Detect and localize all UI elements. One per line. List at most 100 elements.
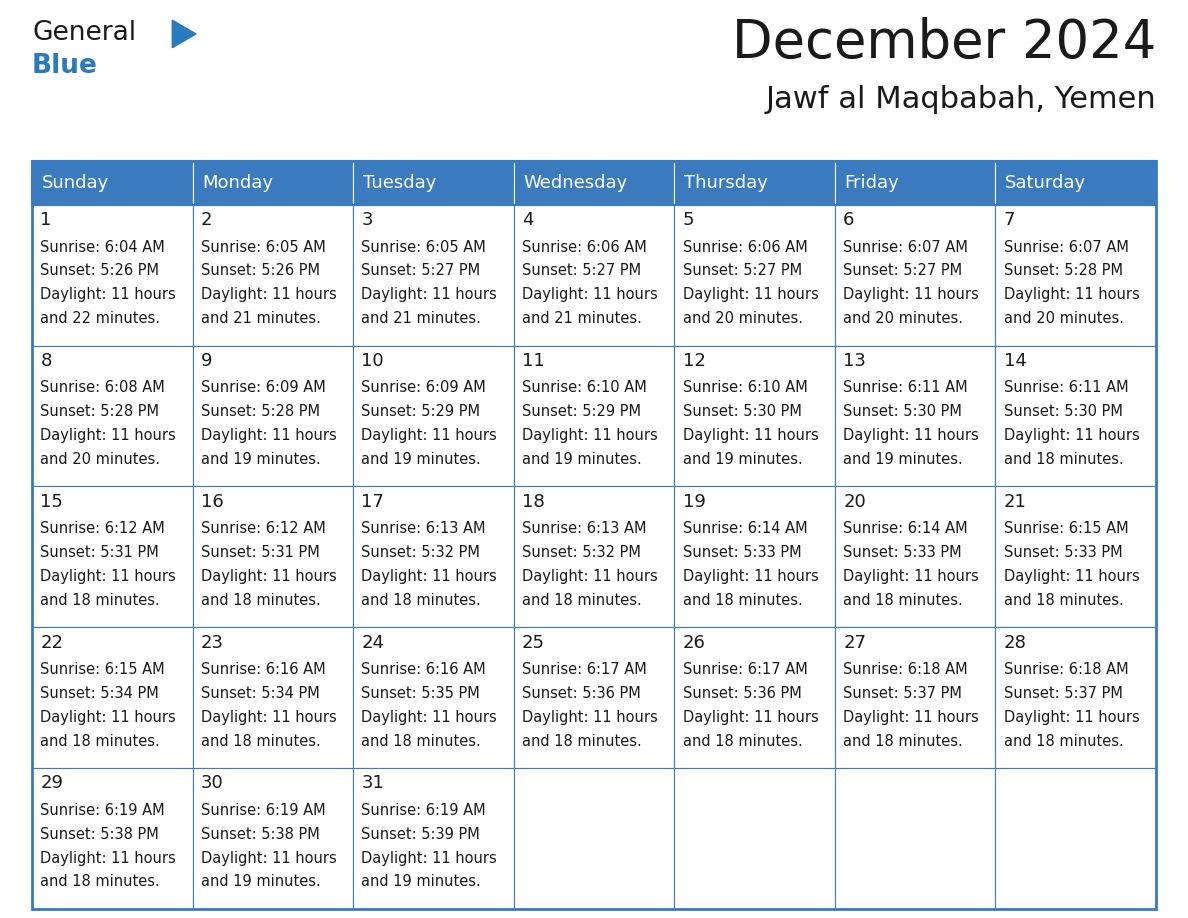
Bar bbox=[675, 205, 835, 345]
Text: Sunset: 5:31 PM: Sunset: 5:31 PM bbox=[201, 545, 320, 560]
Text: Jawf al Maqbabah, Yemen: Jawf al Maqbabah, Yemen bbox=[765, 85, 1156, 115]
Text: Sunset: 5:27 PM: Sunset: 5:27 PM bbox=[843, 263, 962, 278]
Text: Sunrise: 6:15 AM: Sunrise: 6:15 AM bbox=[40, 662, 165, 677]
Text: 27: 27 bbox=[843, 633, 866, 652]
Text: Sunset: 5:30 PM: Sunset: 5:30 PM bbox=[683, 404, 802, 420]
Text: Sunrise: 6:18 AM: Sunrise: 6:18 AM bbox=[1004, 662, 1129, 677]
Bar bbox=[513, 768, 675, 909]
Text: 28: 28 bbox=[1004, 633, 1026, 652]
Bar bbox=[835, 768, 996, 909]
Text: Daylight: 11 hours: Daylight: 11 hours bbox=[361, 428, 498, 443]
Text: 30: 30 bbox=[201, 775, 223, 792]
Bar bbox=[513, 161, 675, 205]
Text: Daylight: 11 hours: Daylight: 11 hours bbox=[40, 710, 176, 725]
Text: and 19 minutes.: and 19 minutes. bbox=[201, 875, 321, 890]
Bar bbox=[513, 205, 675, 345]
Bar bbox=[675, 161, 835, 205]
Bar bbox=[192, 487, 353, 627]
Text: 23: 23 bbox=[201, 633, 225, 652]
Bar bbox=[353, 345, 513, 487]
Text: Sunset: 5:30 PM: Sunset: 5:30 PM bbox=[1004, 404, 1123, 420]
Text: 3: 3 bbox=[361, 211, 373, 230]
Text: Daylight: 11 hours: Daylight: 11 hours bbox=[361, 710, 498, 725]
Text: Sunset: 5:38 PM: Sunset: 5:38 PM bbox=[201, 827, 320, 842]
Bar bbox=[192, 205, 353, 345]
Text: Sunrise: 6:13 AM: Sunrise: 6:13 AM bbox=[361, 521, 486, 536]
Text: Sunrise: 6:11 AM: Sunrise: 6:11 AM bbox=[843, 380, 968, 396]
Text: and 19 minutes.: and 19 minutes. bbox=[361, 452, 481, 467]
Text: Daylight: 11 hours: Daylight: 11 hours bbox=[843, 569, 979, 584]
Bar bbox=[996, 487, 1156, 627]
Text: Daylight: 11 hours: Daylight: 11 hours bbox=[201, 287, 336, 302]
Text: Daylight: 11 hours: Daylight: 11 hours bbox=[1004, 710, 1139, 725]
Text: Friday: Friday bbox=[845, 174, 899, 192]
Bar bbox=[192, 627, 353, 768]
Text: and 18 minutes.: and 18 minutes. bbox=[683, 733, 802, 749]
Text: Sunrise: 6:04 AM: Sunrise: 6:04 AM bbox=[40, 240, 165, 254]
Bar bbox=[353, 487, 513, 627]
Text: and 18 minutes.: and 18 minutes. bbox=[201, 593, 321, 608]
Text: 18: 18 bbox=[522, 493, 545, 510]
Text: Sunrise: 6:05 AM: Sunrise: 6:05 AM bbox=[361, 240, 486, 254]
Text: 10: 10 bbox=[361, 352, 384, 370]
Text: Sunrise: 6:12 AM: Sunrise: 6:12 AM bbox=[201, 521, 326, 536]
Text: Sunset: 5:28 PM: Sunset: 5:28 PM bbox=[201, 404, 320, 420]
Text: 17: 17 bbox=[361, 493, 385, 510]
Text: Daylight: 11 hours: Daylight: 11 hours bbox=[201, 710, 336, 725]
Bar bbox=[32, 345, 192, 487]
Text: Daylight: 11 hours: Daylight: 11 hours bbox=[843, 287, 979, 302]
Text: Sunset: 5:26 PM: Sunset: 5:26 PM bbox=[201, 263, 320, 278]
Text: and 18 minutes.: and 18 minutes. bbox=[40, 733, 160, 749]
Text: Sunset: 5:28 PM: Sunset: 5:28 PM bbox=[40, 404, 159, 420]
Bar bbox=[32, 161, 192, 205]
Bar bbox=[996, 345, 1156, 487]
Text: and 19 minutes.: and 19 minutes. bbox=[522, 452, 642, 467]
Text: 12: 12 bbox=[683, 352, 706, 370]
Text: Monday: Monday bbox=[202, 174, 273, 192]
Text: Daylight: 11 hours: Daylight: 11 hours bbox=[40, 851, 176, 866]
Text: Daylight: 11 hours: Daylight: 11 hours bbox=[40, 287, 176, 302]
Text: and 18 minutes.: and 18 minutes. bbox=[1004, 452, 1124, 467]
Bar bbox=[513, 487, 675, 627]
Text: Sunrise: 6:12 AM: Sunrise: 6:12 AM bbox=[40, 521, 165, 536]
Bar bbox=[353, 161, 513, 205]
Text: and 18 minutes.: and 18 minutes. bbox=[1004, 733, 1124, 749]
Text: Sunset: 5:37 PM: Sunset: 5:37 PM bbox=[1004, 686, 1123, 701]
Text: Sunset: 5:34 PM: Sunset: 5:34 PM bbox=[201, 686, 320, 701]
Text: Sunrise: 6:14 AM: Sunrise: 6:14 AM bbox=[683, 521, 807, 536]
Text: Daylight: 11 hours: Daylight: 11 hours bbox=[361, 287, 498, 302]
Text: 26: 26 bbox=[683, 633, 706, 652]
Text: Sunrise: 6:15 AM: Sunrise: 6:15 AM bbox=[1004, 521, 1129, 536]
Bar bbox=[835, 161, 996, 205]
Text: Sunset: 5:37 PM: Sunset: 5:37 PM bbox=[843, 686, 962, 701]
Text: Daylight: 11 hours: Daylight: 11 hours bbox=[201, 428, 336, 443]
Bar bbox=[32, 627, 192, 768]
Text: 31: 31 bbox=[361, 775, 385, 792]
Text: Sunrise: 6:19 AM: Sunrise: 6:19 AM bbox=[40, 803, 165, 818]
Text: 22: 22 bbox=[40, 633, 63, 652]
Text: Sunrise: 6:17 AM: Sunrise: 6:17 AM bbox=[683, 662, 808, 677]
Text: 19: 19 bbox=[683, 493, 706, 510]
Text: Sunrise: 6:18 AM: Sunrise: 6:18 AM bbox=[843, 662, 968, 677]
Text: Sunset: 5:33 PM: Sunset: 5:33 PM bbox=[843, 545, 962, 560]
Text: Daylight: 11 hours: Daylight: 11 hours bbox=[683, 569, 819, 584]
Bar bbox=[835, 205, 996, 345]
Text: 13: 13 bbox=[843, 352, 866, 370]
Text: Blue: Blue bbox=[32, 53, 97, 79]
Text: Sunset: 5:35 PM: Sunset: 5:35 PM bbox=[361, 686, 480, 701]
Text: 14: 14 bbox=[1004, 352, 1026, 370]
Text: Sunrise: 6:09 AM: Sunrise: 6:09 AM bbox=[201, 380, 326, 396]
Text: Sunset: 5:36 PM: Sunset: 5:36 PM bbox=[522, 686, 640, 701]
Text: Sunset: 5:38 PM: Sunset: 5:38 PM bbox=[40, 827, 159, 842]
Text: and 21 minutes.: and 21 minutes. bbox=[522, 311, 642, 326]
Text: and 18 minutes.: and 18 minutes. bbox=[843, 593, 963, 608]
Text: and 20 minutes.: and 20 minutes. bbox=[40, 452, 160, 467]
Bar bbox=[675, 345, 835, 487]
Text: Daylight: 11 hours: Daylight: 11 hours bbox=[683, 710, 819, 725]
Text: Daylight: 11 hours: Daylight: 11 hours bbox=[40, 428, 176, 443]
Text: Sunset: 5:27 PM: Sunset: 5:27 PM bbox=[683, 263, 802, 278]
Text: Daylight: 11 hours: Daylight: 11 hours bbox=[522, 710, 658, 725]
Text: and 20 minutes.: and 20 minutes. bbox=[683, 311, 803, 326]
Text: and 18 minutes.: and 18 minutes. bbox=[361, 593, 481, 608]
Text: Daylight: 11 hours: Daylight: 11 hours bbox=[361, 569, 498, 584]
